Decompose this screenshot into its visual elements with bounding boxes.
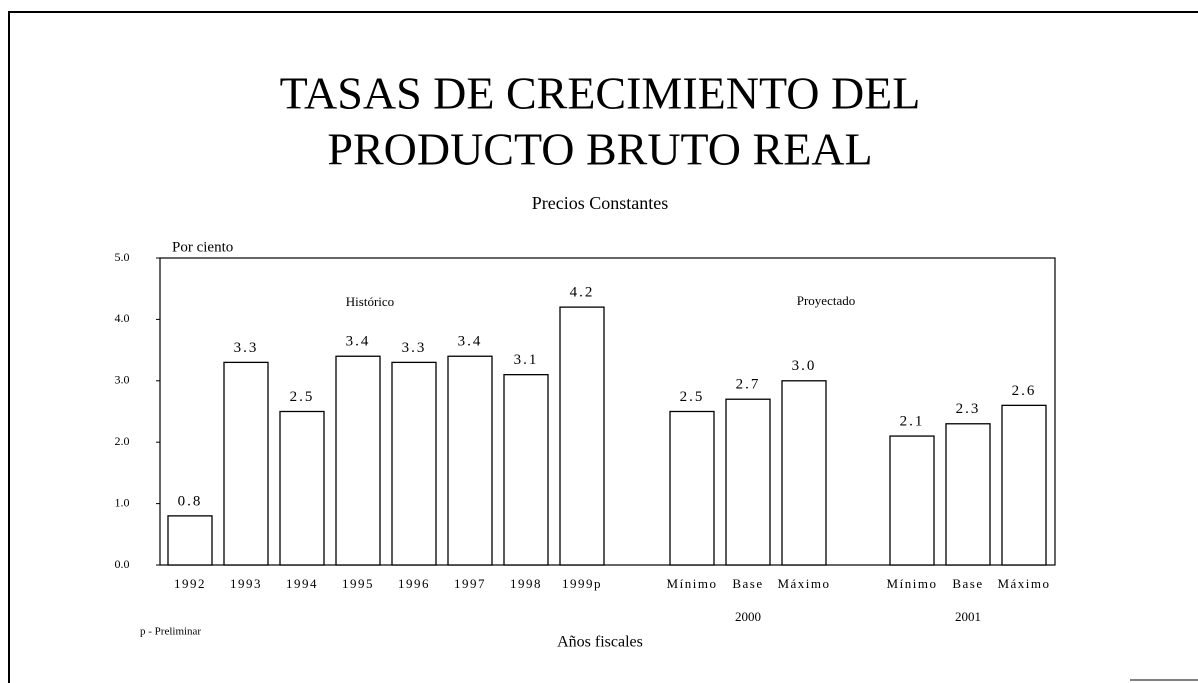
y-tick-label: 1.0 xyxy=(115,495,130,509)
x-tick-label: Mínimo xyxy=(667,576,718,591)
data-label: 3.1 xyxy=(514,352,539,368)
data-label: 2.5 xyxy=(680,389,705,405)
data-label: 4.2 xyxy=(570,285,595,301)
y-tick-label: 2.0 xyxy=(115,434,130,448)
data-label: 2.6 xyxy=(1012,383,1037,399)
data-label: 3.4 xyxy=(458,334,483,350)
x-tick-label: Mínimo xyxy=(887,576,938,591)
data-label: 3.0 xyxy=(792,358,817,374)
x-tick-label: 1993 xyxy=(230,576,262,591)
bar xyxy=(503,374,549,566)
data-label: 3.4 xyxy=(346,334,371,350)
x-tick-label: Base xyxy=(952,576,983,591)
group-label: 2000 xyxy=(735,609,761,624)
bar xyxy=(945,423,991,566)
x-tick-label: 1995 xyxy=(342,576,374,591)
annotation: Proyectado xyxy=(797,293,855,308)
x-tick-label: Base xyxy=(732,576,763,591)
annotation: Histórico xyxy=(346,294,394,309)
x-tick-label: 1992 xyxy=(174,576,206,591)
data-label: 0.8 xyxy=(178,493,203,509)
bar xyxy=(223,361,269,566)
x-axis-label: Años fiscales xyxy=(557,634,643,651)
bar xyxy=(1001,404,1047,566)
x-tick-label: 1998 xyxy=(510,576,542,591)
y-tick-label: 4.0 xyxy=(115,311,130,325)
bar xyxy=(335,355,381,566)
bar xyxy=(725,398,771,566)
data-label: 2.1 xyxy=(900,413,925,429)
bar xyxy=(391,361,437,566)
annotation: p - Preliminar xyxy=(140,626,201,638)
x-tick-label: Máximo xyxy=(777,576,830,591)
chart-title: PRODUCTO BRUTO REAL xyxy=(327,124,872,175)
plot-frame xyxy=(159,257,1056,566)
data-label: 2.5 xyxy=(290,389,315,405)
bar xyxy=(447,355,493,566)
x-tick-label: 1996 xyxy=(398,576,430,591)
y-axis-label: Por ciento xyxy=(172,239,233,255)
bar xyxy=(889,435,935,566)
data-label: 3.3 xyxy=(234,340,259,356)
bar xyxy=(669,410,715,566)
chart-subtitle: Precios Constantes xyxy=(532,193,669,213)
group-label: 2001 xyxy=(955,609,981,624)
x-tick-label: Máximo xyxy=(997,576,1050,591)
x-tick-label: 1994 xyxy=(286,576,318,591)
chart-title: TASAS DE CRECIMIENTO DEL xyxy=(280,68,921,119)
y-tick-label: 3.0 xyxy=(115,373,130,387)
bar xyxy=(781,380,827,566)
bar xyxy=(559,306,605,566)
y-tick-label: 0.0 xyxy=(115,557,130,571)
bar xyxy=(279,410,325,566)
data-label: 2.7 xyxy=(736,377,761,393)
bar xyxy=(167,515,213,566)
data-label: 3.3 xyxy=(402,340,427,356)
x-tick-label: 1999p xyxy=(562,576,602,591)
y-tick-label: 5.0 xyxy=(115,250,130,264)
x-tick-label: 1997 xyxy=(454,576,486,591)
data-label: 2.3 xyxy=(956,401,981,417)
